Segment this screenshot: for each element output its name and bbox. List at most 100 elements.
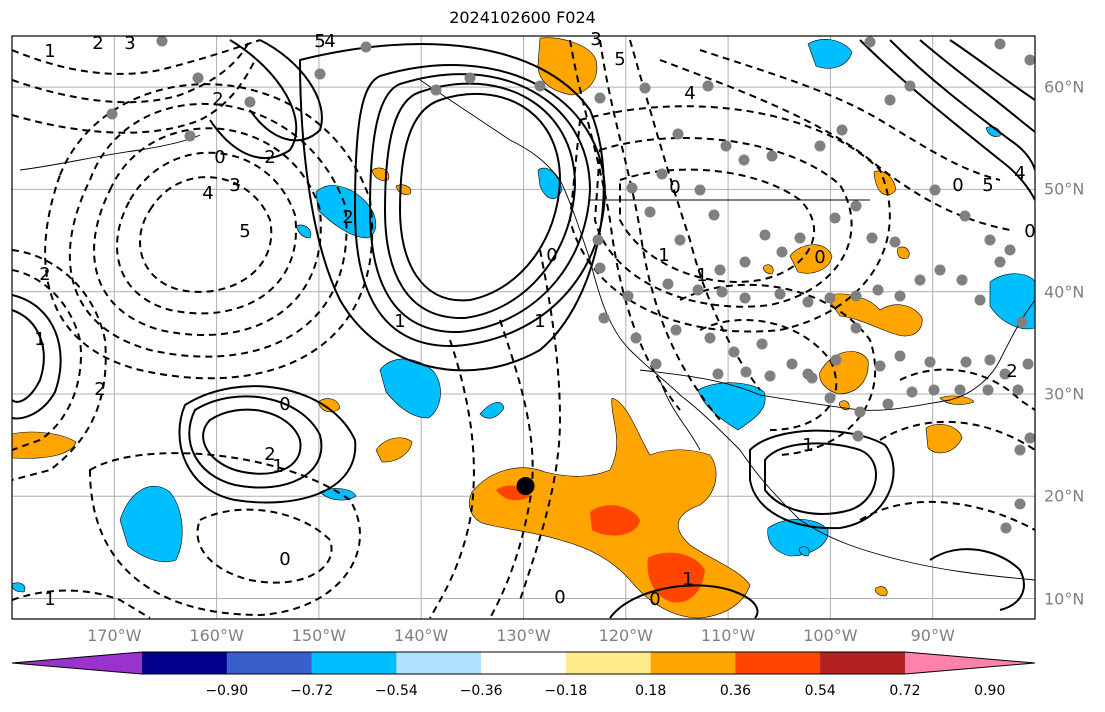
negative-fill-mexico [697, 382, 766, 431]
contour-label: 5 [982, 175, 993, 196]
latitude-tick-label: 10°N [1044, 589, 1085, 609]
positive-fill-subtropics [375, 437, 413, 463]
contour-label: 4 [324, 31, 335, 52]
station-dot [830, 354, 842, 366]
positive-fill-central-pacific-core-1 [590, 505, 640, 536]
positive-fill-west-edge [12, 431, 77, 459]
contour-label: 1 [272, 456, 283, 477]
solid-contour-northeast-4 [949, 39, 1035, 101]
station-dot [994, 38, 1006, 50]
station-dot [802, 296, 814, 308]
colorbar-tick-label: −0.36 [459, 683, 503, 699]
station-dot [106, 108, 118, 120]
contour-label: 5 [614, 49, 625, 70]
contour-label: 3 [229, 175, 240, 196]
negative-fill-hawaii-west [119, 486, 183, 563]
contour-label: 4 [1014, 163, 1025, 184]
colorbar-tick-label: 0.72 [889, 683, 921, 699]
contour-label: 2 [264, 444, 275, 465]
station-dot [626, 182, 638, 194]
dashed-contour-trough-4 [519, 249, 562, 601]
border-us-mexico [639, 369, 761, 396]
negative-anomaly-fills [12, 39, 1035, 593]
station-dot [714, 264, 726, 276]
station-dot [1012, 384, 1024, 396]
colorbar-segment [820, 652, 906, 674]
dashed-contour-trough-5 [489, 319, 534, 619]
station-dot [872, 284, 884, 296]
station-dot [764, 370, 776, 382]
dashed-contour-west-3 [12, 269, 82, 451]
solid-contour-alaska-1 [249, 39, 323, 142]
latitude-tick-label: 20°N [1044, 486, 1085, 506]
station-dot [598, 312, 610, 324]
dashed-contour-plains-2 [593, 137, 853, 308]
longitude-tick-label: 110°W [700, 626, 756, 645]
station-dot [622, 290, 634, 302]
contour-label: 0 [279, 549, 290, 570]
longitude-tick-label: 90°W [910, 626, 955, 645]
colorbar-tick-label: 0.18 [635, 683, 667, 699]
solid-contour-south [609, 584, 759, 619]
station-dot [836, 124, 848, 136]
dashed-contour-trough-2 [599, 39, 721, 421]
station-dot [1022, 358, 1034, 370]
dashed-contour-canada-1 [699, 49, 1001, 181]
dashed-contour-gulf-1 [699, 319, 838, 431]
station-dot [984, 234, 996, 246]
station-dot [766, 150, 778, 162]
solid-contour-west-2 [12, 294, 62, 420]
solid-contour-central-america-2 [749, 429, 895, 530]
station-dot [1016, 316, 1028, 328]
colorbar-segment [226, 652, 313, 674]
contour-label: 0 [952, 175, 963, 196]
dashed-contour-northwest-3 [12, 59, 256, 134]
station-dot [192, 72, 204, 84]
solid-contour-northeast-1 [859, 39, 1035, 201]
contour-label: 0 [1024, 221, 1035, 242]
station-dot [904, 80, 916, 92]
longitude-tick-label: 120°W [598, 626, 653, 645]
station-dots [106, 36, 1035, 534]
contour-label: 1 [394, 311, 405, 332]
station-dot [854, 406, 866, 418]
positive-fill-southeast [925, 395, 975, 454]
coastlines [19, 79, 1035, 581]
station-dot [889, 236, 901, 248]
station-dot [739, 292, 751, 304]
positive-fill-patch-320 [317, 398, 341, 413]
contour-label: 3 [124, 33, 135, 54]
dashed-contour-east-3 [859, 500, 1035, 531]
dashed-contours [12, 39, 1035, 619]
station-dot [894, 290, 906, 302]
solid-contour-central-america-1 [764, 442, 877, 515]
positive-fill-alaska-gulf [537, 37, 598, 96]
contour-label: 1 [44, 41, 55, 62]
colorbar-tick-label: −0.54 [374, 683, 418, 699]
dashed-contour-low-2 [116, 151, 298, 315]
station-dot [738, 154, 750, 166]
station-dot [814, 140, 826, 152]
solid-contour-high-3 [178, 385, 357, 504]
station-dot [959, 210, 971, 222]
longitude-tick-label: 160°W [189, 626, 244, 645]
colorbar-segment [565, 652, 652, 674]
positive-fill-great-plains [789, 244, 833, 274]
contour-label: 1 [658, 245, 669, 266]
station-dot [534, 80, 546, 92]
colorbar-extend-low [12, 652, 142, 674]
solid-contour-ridge-3 [368, 73, 592, 334]
station-dot [639, 82, 651, 94]
station-dot [314, 68, 326, 80]
station-dot [759, 229, 771, 241]
contour-label: 0 [214, 147, 225, 168]
colorbar-segment [396, 652, 482, 674]
negative-fill-alaska-panhandle [537, 167, 563, 199]
contour-label: 3 [590, 29, 601, 50]
station-dot [850, 322, 862, 334]
solid-contour-northeast-2 [889, 39, 1035, 171]
solid-contour-northeast-3 [919, 39, 1035, 133]
station-dot [740, 366, 752, 378]
station-dot [829, 212, 841, 224]
